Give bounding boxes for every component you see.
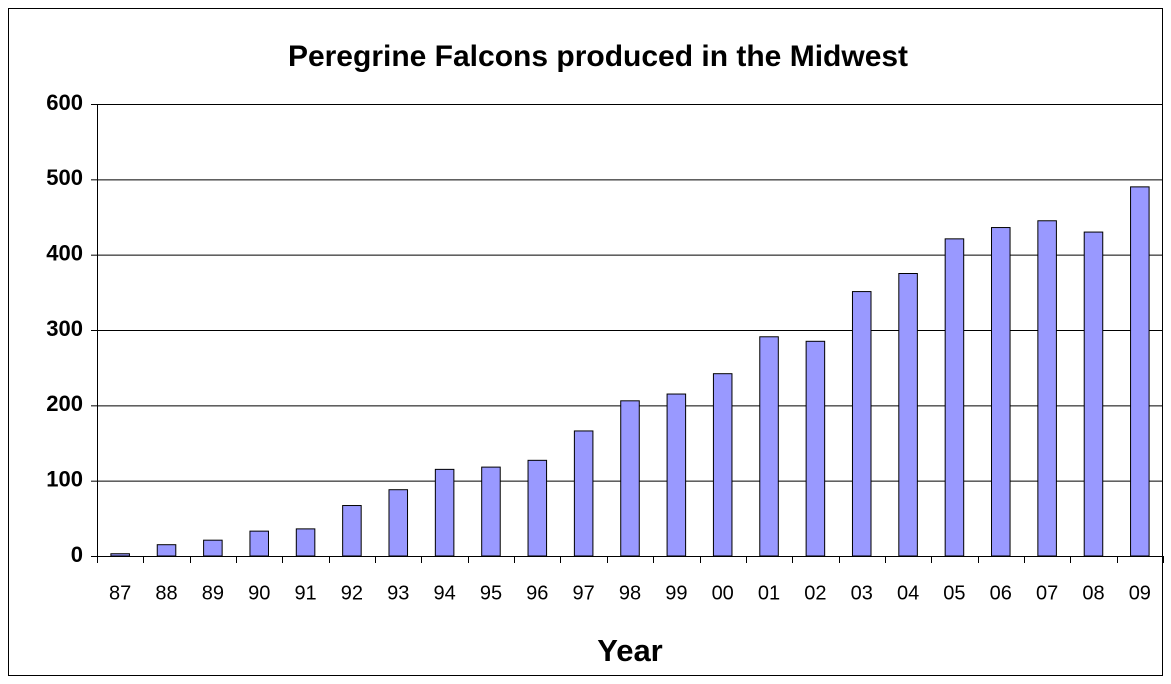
x-tick-label: 91 xyxy=(294,582,316,604)
x-tick-label: 95 xyxy=(480,582,502,604)
x-tick-label: 90 xyxy=(248,582,270,604)
bar xyxy=(620,400,640,557)
x-tick-label: 06 xyxy=(990,582,1012,604)
bar xyxy=(712,373,733,557)
x-tick-label: 93 xyxy=(387,582,409,604)
x-tick-label: 98 xyxy=(619,582,641,604)
bar xyxy=(991,227,1011,557)
bar xyxy=(851,291,872,557)
bar xyxy=(249,530,269,557)
x-tick-label: 94 xyxy=(433,582,455,604)
bar xyxy=(944,238,965,557)
bar xyxy=(156,544,177,557)
chart-border xyxy=(8,8,1163,676)
x-tick-label: 89 xyxy=(202,582,224,604)
bar xyxy=(388,489,409,557)
x-tick-label: 88 xyxy=(155,582,177,604)
x-tick-label: 02 xyxy=(804,582,826,604)
y-tick-label: 0 xyxy=(71,542,83,567)
x-tick-label: 07 xyxy=(1036,582,1058,604)
bar xyxy=(898,273,918,557)
y-tick-label: 300 xyxy=(46,316,83,341)
bar xyxy=(1083,231,1104,557)
plot-border xyxy=(97,104,1163,557)
x-tick-label: 04 xyxy=(897,582,919,604)
x-axis-label: Year xyxy=(597,633,663,668)
y-tick-label: 100 xyxy=(46,466,83,491)
x-tick-label: 09 xyxy=(1129,582,1151,604)
x-tick-label: 00 xyxy=(712,582,734,604)
x-tick-label: 87 xyxy=(109,582,131,604)
bar xyxy=(805,340,826,557)
bar xyxy=(527,459,548,557)
x-tick-label: 97 xyxy=(573,582,595,604)
y-tick-label: 400 xyxy=(46,240,83,265)
x-tick-label: 08 xyxy=(1082,582,1104,604)
bar xyxy=(1037,220,1057,557)
y-tick-label: 600 xyxy=(46,90,83,115)
bar xyxy=(481,466,501,557)
bar xyxy=(203,539,223,557)
x-tick-label: 99 xyxy=(665,582,687,604)
bar xyxy=(759,336,779,557)
x-tick-label: 05 xyxy=(943,582,965,604)
bar xyxy=(434,468,455,557)
bar xyxy=(342,505,362,557)
bar xyxy=(666,393,687,557)
x-tick-label: 01 xyxy=(758,582,780,604)
bar xyxy=(110,553,130,557)
bar xyxy=(1130,186,1150,557)
x-tick-label: 96 xyxy=(526,582,548,604)
bar xyxy=(295,528,316,557)
y-tick-label: 500 xyxy=(46,165,83,190)
y-tick-label: 200 xyxy=(46,391,83,416)
chart-title: Peregrine Falcons produced in the Midwes… xyxy=(288,40,908,73)
x-tick-label: 03 xyxy=(851,582,873,604)
bar xyxy=(573,430,594,557)
x-tick-label: 92 xyxy=(341,582,363,604)
